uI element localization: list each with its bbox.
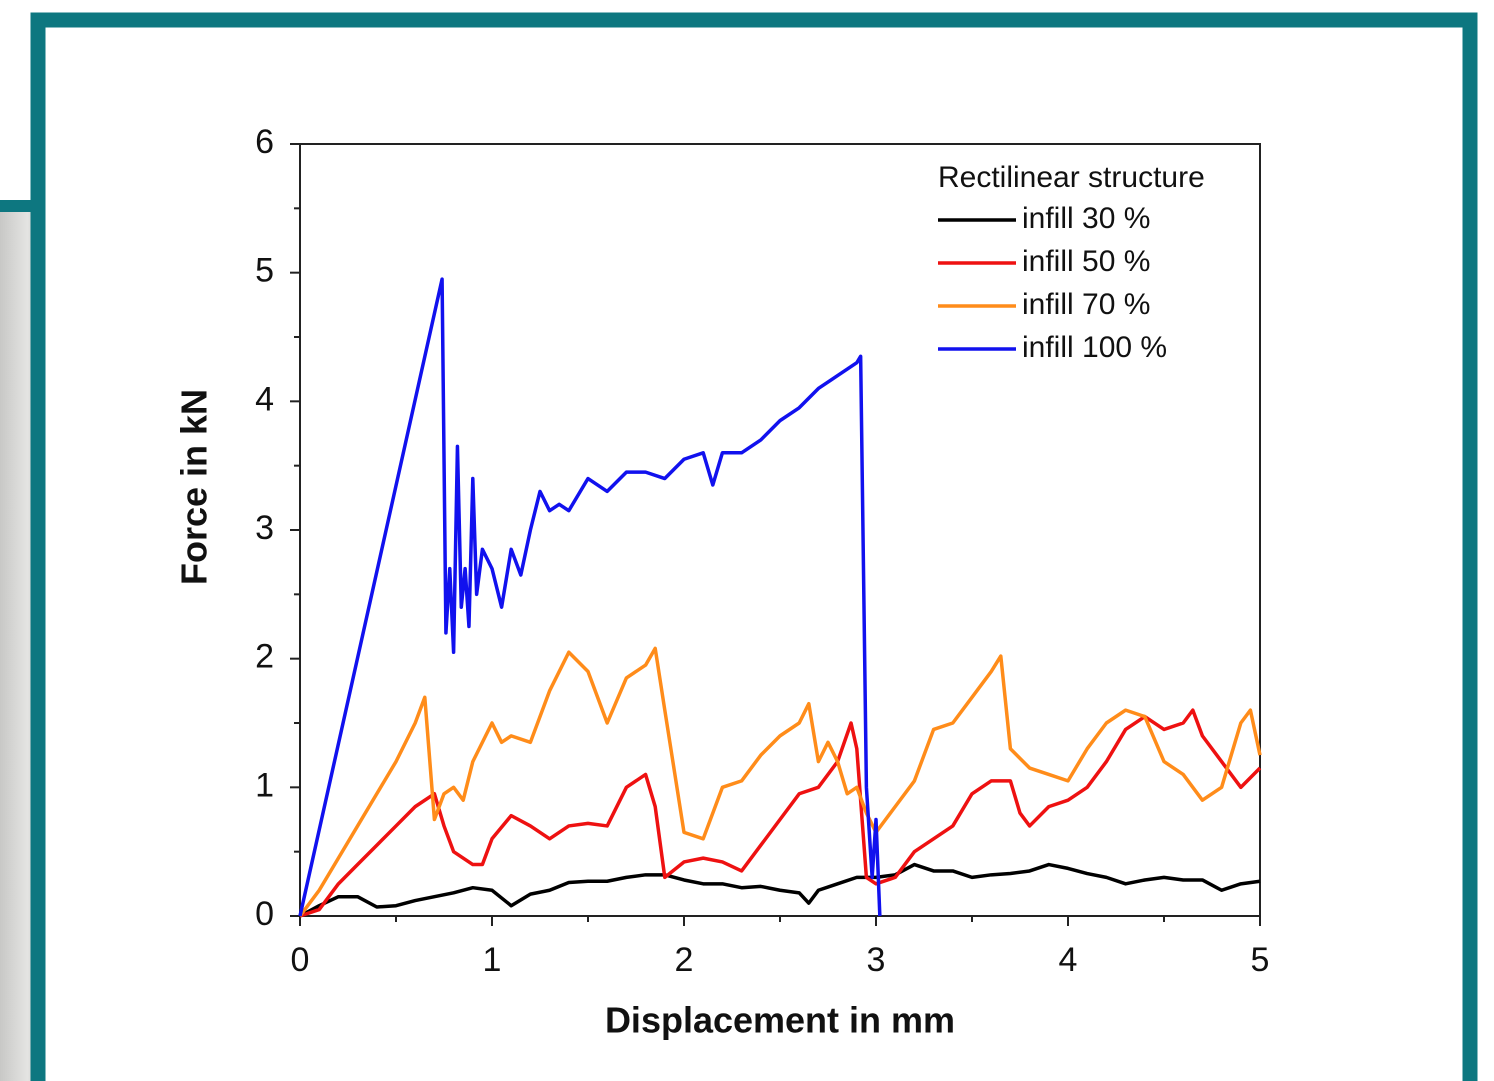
x-tick-label: 2 xyxy=(675,941,694,979)
data-line xyxy=(298,646,1262,918)
y-tick-label: 0 xyxy=(255,895,274,933)
x-tick-label: 4 xyxy=(1059,941,1078,979)
x-axis-label: Displacement in mm xyxy=(605,1000,955,1041)
y-tick-label: 1 xyxy=(255,766,274,804)
frame xyxy=(30,12,1478,1081)
y-axis-label: Force in kN xyxy=(174,389,215,585)
legend-label: infill 100 % xyxy=(1022,331,1167,364)
legend-label: infill 70 % xyxy=(1022,288,1150,321)
y-tick-label: 4 xyxy=(255,380,274,418)
y-tick-label: 5 xyxy=(255,252,274,290)
data-line xyxy=(299,862,1261,918)
x-tick-label: 5 xyxy=(1251,941,1270,979)
data-line xyxy=(298,277,882,917)
data-line xyxy=(299,708,1262,918)
y-tick-label: 3 xyxy=(255,509,274,547)
legend-label: infill 30 % xyxy=(1022,202,1150,235)
legend-label: infill 50 % xyxy=(1022,245,1150,278)
x-tick-label: 1 xyxy=(483,941,502,979)
y-tick-label: 6 xyxy=(255,123,274,161)
y-tick-label: 2 xyxy=(255,638,274,676)
x-tick-label: 3 xyxy=(867,941,886,979)
x-tick-label: 0 xyxy=(291,941,310,979)
legend-title: Rectilinear structure xyxy=(938,161,1205,194)
